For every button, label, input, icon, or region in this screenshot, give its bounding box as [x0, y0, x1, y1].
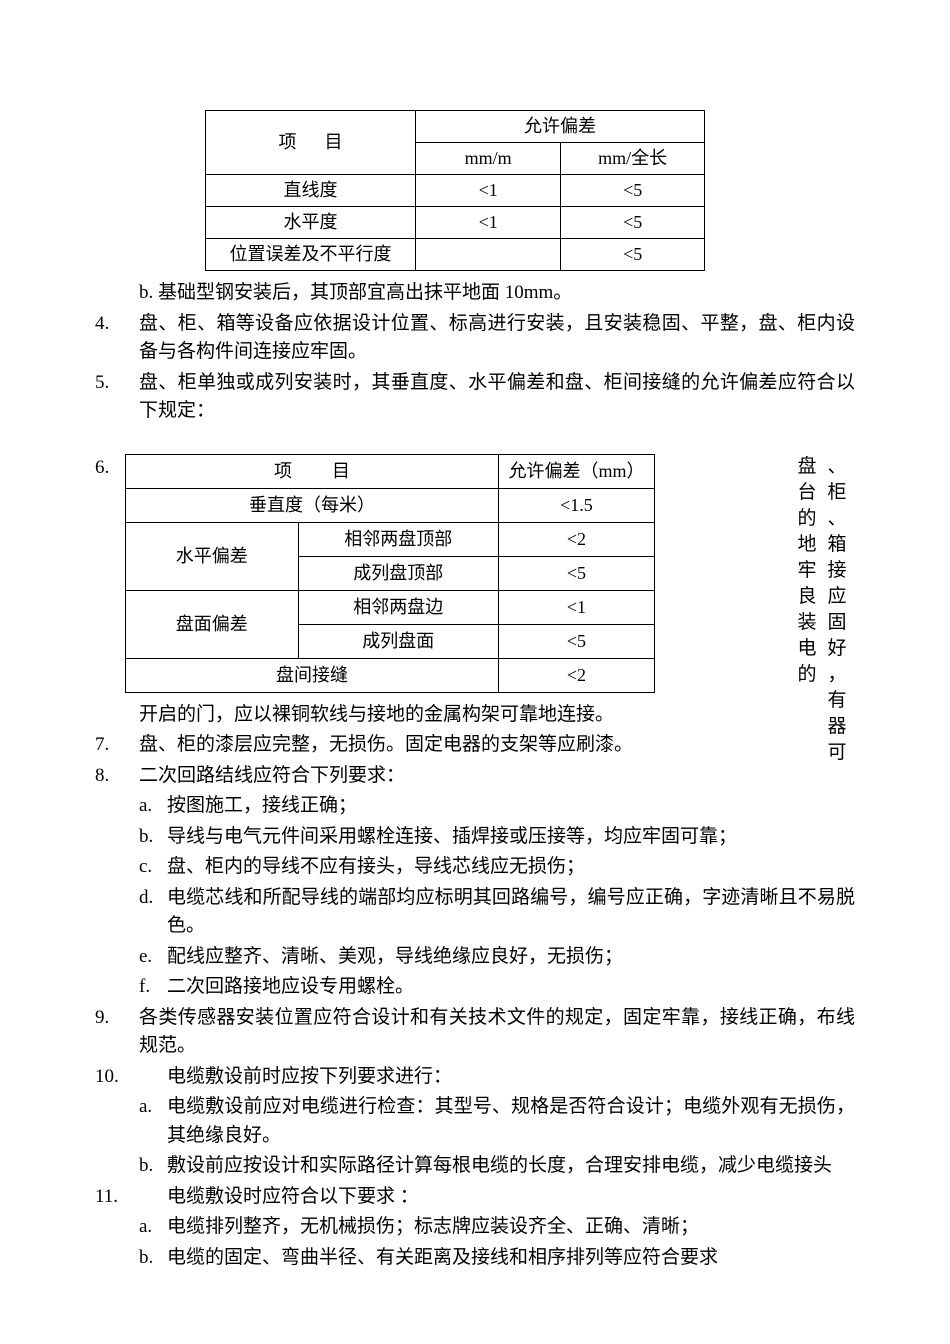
item-number: 9. [95, 1004, 135, 1033]
item-text: 二次回路结线应符合下列要求： [139, 765, 405, 786]
tolerance-table-1: 项目 允许偏差 mm/m mm/全长 直线度 <1 <5 水平度 <1 <5 位… [205, 110, 705, 271]
list-item-10: 10. 电缆敷设前时应按下列要求进行： a.电缆敷设前应对电缆进行检查：其型号、… [95, 1063, 855, 1181]
para-b: b. 基础型钢安装后，其顶部宜高出抹平地面 10mm。 [95, 279, 855, 308]
t1-subheader-b: mm/全长 [561, 143, 705, 175]
item6-tail-text: 开启的门，应以裸铜软线与接地的金属构架可靠地连接。 [95, 701, 855, 730]
sub-list-11: a.电缆排列整齐，无机械损伤；标志牌应装设齐全、正确、清晰； b.电缆的固定、弯… [139, 1213, 855, 1272]
table-row: 位置误差及不平行度 <5 [206, 239, 705, 271]
item-number: 11. [95, 1183, 159, 1212]
table-row: 垂直度（每米） <1.5 [126, 488, 655, 522]
item-number: 6. [95, 454, 109, 483]
sub-item: b.敷设前应按设计和实际路径计算每根电缆的长度，合理安排电缆，减少电缆接头 [139, 1152, 855, 1181]
sub-item: d.电缆芯线和所配导线的端部均应标明其回路编号，编号应正确，字迹清晰且不易脱色。 [139, 884, 855, 941]
t2-header-tol: 允许偏差（mm） [498, 454, 654, 488]
table-row: 直线度 <1 <5 [206, 175, 705, 207]
table-row: 盘间接缝 <2 [126, 658, 655, 692]
sub-item: a.电缆敷设前应对电缆进行检查：其型号、规格是否符合设计；电缆外观有无损伤，其绝… [139, 1093, 855, 1150]
table-row: 水平偏差 相邻两盘顶部 <2 [126, 522, 655, 556]
list-item-5: 5. 盘、柜单独或成列安装时，其垂直度、水平偏差和盘、柜间接缝的允许偏差应符合以… [95, 369, 855, 426]
t2-header-item: 项目 [126, 454, 499, 488]
item-text: 盘、柜的漆层应完整，无损伤。固定电器的支架等应刷漆。 [139, 734, 633, 755]
sub-item: b.电缆的固定、弯曲半径、有关距离及接线和相序排列等应符合要求 [139, 1244, 855, 1273]
sub-item: f.二次回路接地应设专用螺栓。 [139, 973, 855, 1002]
item-number: 8. [95, 762, 135, 791]
item-text: 电缆敷设时应符合以下要求 ： [167, 1186, 419, 1207]
item-text: 盘、柜、箱等设备应依据设计位置、标高进行安装，且安装稳固、平整，盘、柜内设备与各… [139, 313, 855, 363]
t1-header-tolerance: 允许偏差 [415, 111, 704, 143]
list-item-4: 4. 盘、柜、箱等设备应依据设计位置、标高进行安装，且安装稳固、平整，盘、柜内设… [95, 310, 855, 367]
item6-vertical-text-right: 、柜、箱接应固好，有器可 [827, 454, 847, 766]
main-ordered-list: 4. 盘、柜、箱等设备应依据设计位置、标高进行安装，且安装稳固、平整，盘、柜内设… [95, 310, 855, 426]
table-row: 盘面偏差 相邻两盘边 <1 [126, 590, 655, 624]
item-number: 5. [95, 369, 135, 398]
list-item-8: 8. 二次回路结线应符合下列要求： a.按图施工，接线正确； b.导线与电气元件… [95, 762, 855, 1002]
sub-item: a.电缆排列整齐，无机械损伤；标志牌应装设齐全、正确、清晰； [139, 1213, 855, 1242]
list-item-7: 7. 盘、柜的漆层应完整，无损伤。固定电器的支架等应刷漆。 [95, 731, 855, 760]
item-text: 盘、柜单独或成列安装时，其垂直度、水平偏差和盘、柜间接缝的允许偏差应符合以下规定… [139, 372, 855, 422]
document-page: 项目 允许偏差 mm/m mm/全长 直线度 <1 <5 水平度 <1 <5 位… [0, 0, 950, 1344]
item-number: 4. [95, 310, 135, 339]
item-text: 各类传感器安装位置应符合设计和有关技术文件的规定，固定牢靠，接线正确，布线规范。 [139, 1007, 855, 1057]
tolerance-table-2: 项目 允许偏差（mm） 垂直度（每米） <1.5 水平偏差 相邻两盘顶部 <2 … [125, 454, 655, 693]
sub-item: a.按图施工，接线正确； [139, 792, 855, 821]
main-ordered-list-cont: 7. 盘、柜的漆层应完整，无损伤。固定电器的支架等应刷漆。 8. 二次回路结线应… [95, 731, 855, 1272]
item-text: 电缆敷设前时应按下列要求进行： [167, 1066, 452, 1087]
list-item-6-wrapper: 6. 项目 允许偏差（mm） 垂直度（每米） <1.5 水平偏差 相邻两盘顶部 … [95, 454, 855, 693]
list-item-11: 11. 电缆敷设时应符合以下要求 ： a.电缆排列整齐，无机械损伤；标志牌应装设… [95, 1183, 855, 1273]
item6-vertical-text-left: 盘台的地牢良装电的 [797, 454, 817, 688]
sub-list-10: a.电缆敷设前应对电缆进行检查：其型号、规格是否符合设计；电缆外观有无损伤，其绝… [139, 1093, 855, 1181]
sub-item: c.盘、柜内的导线不应有接头，导线芯线应无损伤； [139, 853, 855, 882]
table-row: 水平度 <1 <5 [206, 207, 705, 239]
sub-item: b.导线与电气元件间采用螺栓连接、插焊接或压接等，均应牢固可靠； [139, 823, 855, 852]
item-number: 10. [95, 1063, 159, 1092]
sub-list-8: a.按图施工，接线正确； b.导线与电气元件间采用螺栓连接、插焊接或压接等，均应… [139, 792, 855, 1002]
list-item-9: 9. 各类传感器安装位置应符合设计和有关技术文件的规定，固定牢靠，接线正确，布线… [95, 1004, 855, 1061]
item-number: 7. [95, 731, 135, 760]
sub-item: e.配线应整齐、清晰、美观，导线绝缘应良好，无损伤； [139, 943, 855, 972]
t1-header-item: 项目 [206, 111, 416, 175]
t1-subheader-a: mm/m [415, 143, 560, 175]
